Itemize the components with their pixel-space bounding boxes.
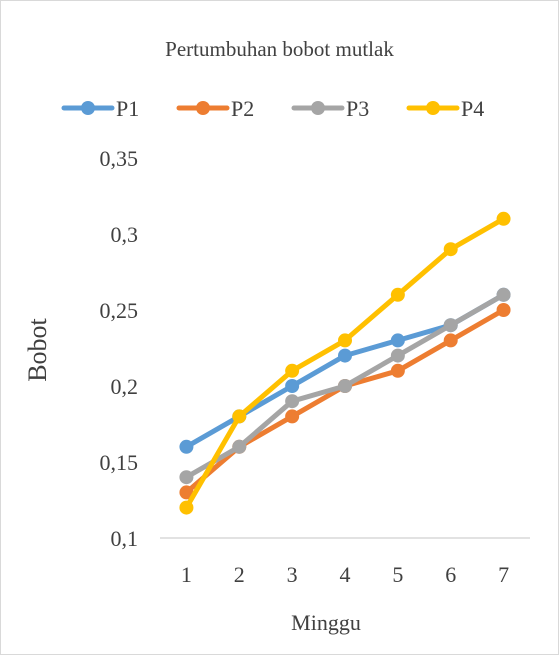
data-point — [179, 485, 194, 500]
series-p3 — [179, 287, 511, 485]
data-point — [496, 211, 511, 226]
y-axis-title: Bobot — [23, 317, 52, 381]
y-tick-label: 0,2 — [111, 374, 139, 399]
x-axis: 1 2 3 4 5 6 7 — [160, 537, 530, 587]
legend-marker — [426, 101, 440, 115]
data-point — [285, 409, 300, 424]
data-point — [338, 348, 352, 363]
y-tick-label: 0,1 — [111, 526, 139, 551]
data-point — [179, 500, 194, 515]
legend-item-p3: P3 — [291, 96, 369, 121]
legend-marker — [311, 101, 325, 115]
y-tick-label: 0,35 — [100, 146, 139, 171]
data-point — [285, 379, 300, 393]
legend-item-p2: P2 — [176, 96, 254, 121]
y-tick-label: 0,3 — [111, 222, 139, 247]
data-point — [390, 333, 405, 348]
data-point — [390, 348, 405, 363]
legend-marker — [81, 101, 95, 115]
legend-label: P1 — [116, 96, 139, 121]
data-point — [285, 394, 300, 409]
data-point — [232, 439, 247, 454]
x-tick-label: 6 — [445, 562, 456, 587]
legend-label: P2 — [231, 96, 254, 121]
data-point — [179, 470, 194, 485]
y-tick-label: 0,25 — [100, 298, 139, 323]
y-axis: 0,1 0,15 0,2 0,25 0,3 0,35 — [100, 146, 139, 551]
legend-label: P4 — [461, 96, 484, 121]
data-point — [338, 379, 352, 393]
data-point — [443, 333, 458, 348]
legend-item-p1: P1 — [61, 96, 139, 121]
x-tick-label: 7 — [498, 562, 509, 587]
series-p4 — [179, 211, 511, 515]
x-tick-label: 2 — [234, 562, 245, 587]
x-axis-title: Minggu — [291, 610, 361, 635]
series-layer — [179, 211, 511, 515]
data-point — [390, 287, 405, 302]
data-point — [179, 439, 194, 454]
data-point — [338, 333, 352, 348]
legend-marker — [196, 101, 210, 115]
data-point — [443, 318, 458, 333]
legend: P1 P2 P3 P4 — [61, 96, 484, 121]
x-tick-label: 1 — [181, 562, 192, 587]
x-tick-label: 3 — [287, 562, 298, 587]
legend-label: P3 — [346, 96, 369, 121]
data-point — [496, 303, 511, 317]
chart-title: Pertumbuhan bobot mutlak — [165, 37, 394, 61]
data-point — [285, 363, 300, 378]
x-tick-label: 5 — [392, 562, 403, 587]
data-point — [443, 242, 458, 257]
x-tick-label: 4 — [340, 562, 351, 587]
legend-item-p4: P4 — [406, 96, 484, 121]
data-point — [390, 363, 405, 378]
data-point — [496, 287, 511, 302]
data-point — [232, 409, 247, 424]
y-tick-label: 0,15 — [100, 450, 139, 475]
